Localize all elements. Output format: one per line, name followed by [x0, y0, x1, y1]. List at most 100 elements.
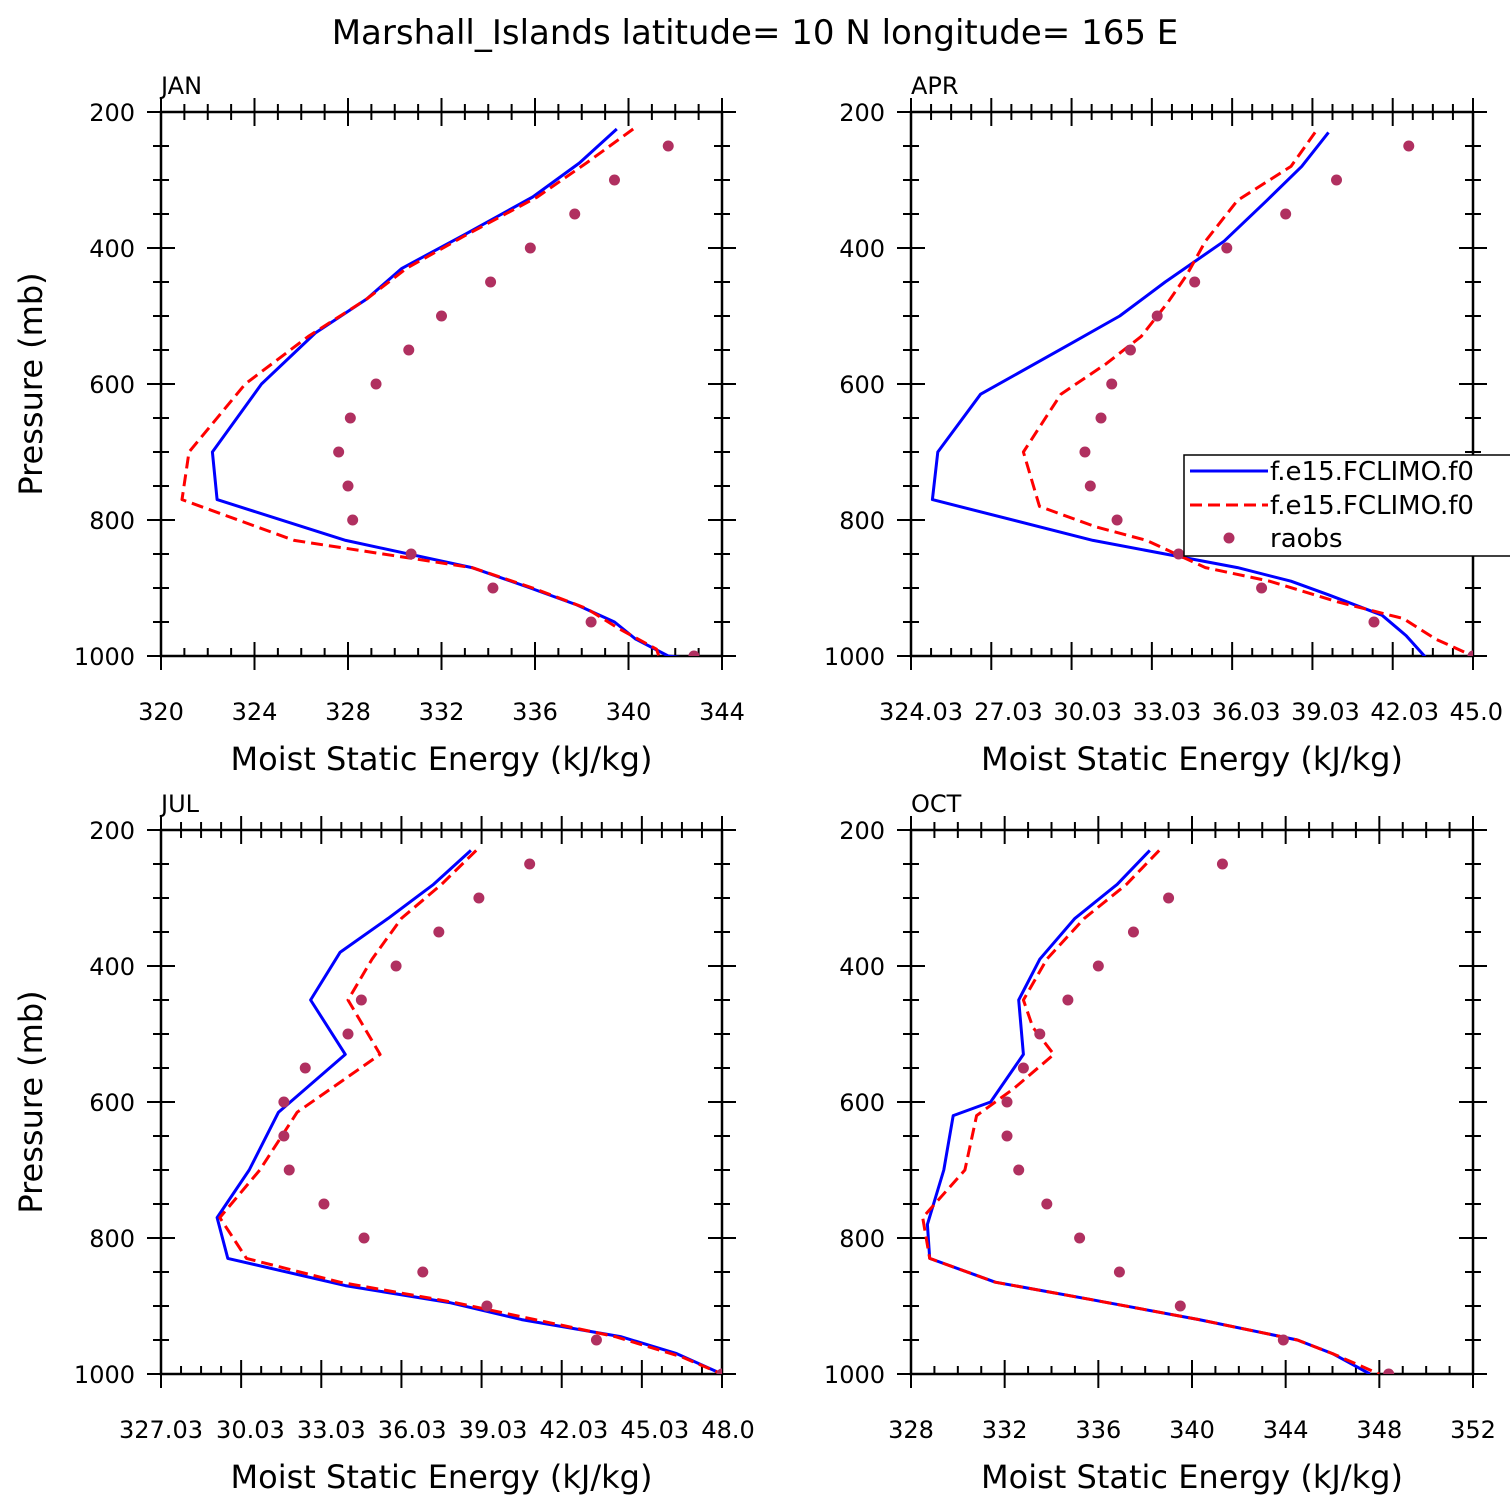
x-tick-label: 33.03	[1133, 698, 1202, 726]
x-tick-label: 39.03	[459, 1416, 528, 1444]
x-tick-label: 320	[138, 698, 184, 726]
panel-label: APR	[911, 72, 959, 100]
plot-area	[180, 127, 700, 656]
raobs-point	[1403, 140, 1415, 152]
raobs-point	[405, 548, 417, 560]
x-tick-label: 45.03	[620, 1416, 689, 1444]
raobs-point	[485, 276, 497, 288]
y-tick-label: 600	[89, 371, 135, 399]
raobs-point	[433, 926, 445, 938]
legend-marker	[1223, 532, 1235, 544]
y-tick-label: 400	[89, 235, 135, 263]
x-tick-label: 27.03	[974, 698, 1043, 726]
plot-frame	[159, 828, 724, 1376]
legend-entry: f.e15.FCLIMO.f0	[1270, 491, 1474, 521]
x-tick-label: 36.03	[378, 1416, 447, 1444]
x-tick-label: 30.03	[1053, 698, 1122, 726]
x-tick-label: 336	[1075, 1416, 1121, 1444]
raobs-point	[608, 174, 620, 186]
raobs-point	[688, 650, 700, 656]
raobs-point	[1106, 378, 1118, 390]
raobs-point	[342, 480, 354, 492]
plot-area	[930, 131, 1473, 656]
plot-area	[921, 849, 1395, 1374]
y-tick-label: 1000	[824, 643, 885, 671]
panel-jul: JUL 200 400 600 800 1000 327.03 30.03 33.03 36.03…	[12, 790, 755, 1496]
model-line-solid	[925, 849, 1371, 1374]
raobs-point	[1151, 310, 1163, 322]
raobs-point	[590, 1334, 602, 1346]
x-tick-label: 324.03	[879, 698, 963, 726]
raobs-point	[1368, 616, 1380, 628]
panel-label: OCT	[911, 790, 962, 818]
raobs-point	[1062, 994, 1074, 1006]
raobs-point	[370, 378, 382, 390]
raobs-point	[716, 1368, 722, 1374]
raobs-point	[569, 208, 581, 220]
raobs-point	[1216, 858, 1228, 870]
raobs-point	[403, 344, 415, 356]
raobs-point	[1127, 926, 1139, 938]
raobs-point	[342, 1028, 354, 1040]
x-tick-label: 344	[1263, 1416, 1309, 1444]
raobs-point	[1256, 582, 1268, 594]
raobs-point	[1173, 548, 1185, 560]
raobs-point	[1383, 1368, 1395, 1374]
raobs-point	[1092, 960, 1104, 972]
model-line-solid	[930, 131, 1427, 656]
raobs-point	[390, 960, 402, 972]
y-axis-label: Pressure (mb)	[12, 272, 50, 495]
raobs-point	[1095, 412, 1107, 424]
y-tick-label: 200	[89, 99, 135, 127]
x-tick-label: 336	[512, 698, 558, 726]
raobs-point	[524, 858, 536, 870]
x-tick-label: 45.0	[1450, 698, 1503, 726]
raobs-point	[1163, 892, 1175, 904]
raobs-point	[1113, 1266, 1125, 1278]
x-tick-label: 348	[1356, 1416, 1402, 1444]
raobs-point	[1467, 650, 1473, 656]
y-tick-label: 800	[89, 1225, 135, 1253]
x-tick-label: 30.03	[216, 1416, 285, 1444]
x-axis-label: Moist Static Energy (kJ/kg)	[981, 740, 1403, 778]
raobs-point	[1001, 1130, 1013, 1142]
raobs-point	[1041, 1198, 1053, 1210]
x-tick-label: 340	[1169, 1416, 1215, 1444]
y-tick-label: 800	[839, 1225, 885, 1253]
y-tick-label: 400	[839, 953, 885, 981]
raobs-point	[278, 1096, 290, 1108]
raobs-point	[1017, 1062, 1029, 1074]
raobs-point	[1013, 1164, 1025, 1176]
plot-frame	[909, 110, 1475, 658]
x-axis-label: Moist Static Energy (kJ/kg)	[231, 1458, 653, 1496]
raobs-point	[1084, 480, 1096, 492]
raobs-point	[1174, 1300, 1186, 1312]
x-tick-label: 42.03	[540, 1416, 609, 1444]
x-tick-label: 42.03	[1370, 698, 1439, 726]
raobs-point	[1001, 1096, 1013, 1108]
x-tick-label: 328	[325, 698, 371, 726]
model-line-dashed	[180, 127, 661, 656]
x-tick-label: 332	[419, 698, 465, 726]
raobs-point	[358, 1232, 370, 1244]
raobs-point	[344, 412, 356, 424]
raobs-point	[355, 994, 367, 1006]
x-tick-label: 33.03	[297, 1416, 366, 1444]
plot-area	[215, 849, 722, 1374]
raobs-point	[1111, 514, 1123, 526]
figure-title: Marshall_Islands latitude= 10 N longitud…	[332, 13, 1179, 53]
x-tick-label: 340	[606, 698, 652, 726]
x-tick-label: 48.0	[701, 1416, 754, 1444]
raobs-point	[662, 140, 674, 152]
raobs-point	[473, 892, 485, 904]
x-tick-label: 327.03	[119, 1416, 203, 1444]
raobs-point	[1189, 276, 1201, 288]
y-tick-label: 600	[89, 1089, 135, 1117]
raobs-point	[487, 582, 499, 594]
raobs-point	[524, 242, 536, 254]
raobs-point	[299, 1062, 311, 1074]
